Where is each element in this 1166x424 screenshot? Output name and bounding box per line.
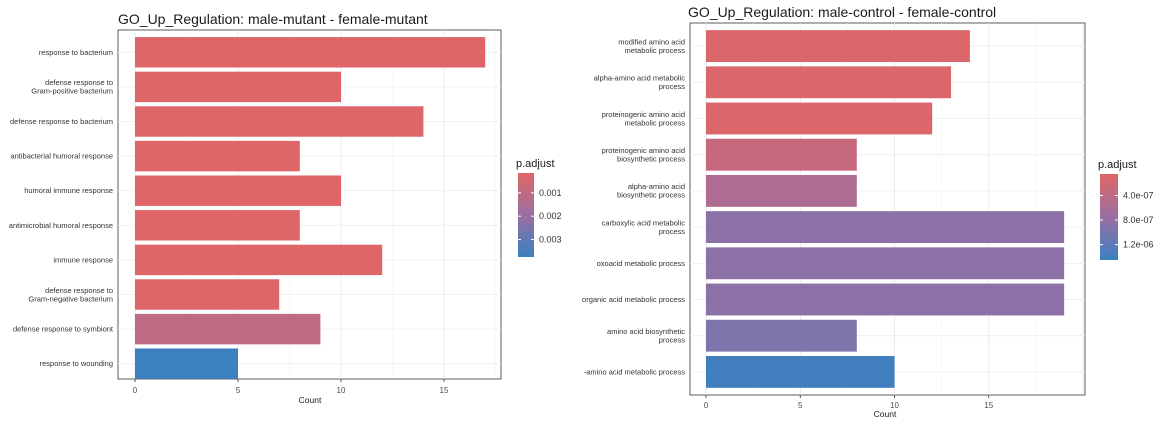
x-tick-label: 15 bbox=[984, 401, 993, 410]
category-label: defense response to symbiont bbox=[13, 325, 114, 334]
bar bbox=[706, 138, 857, 171]
x-tick-label: 5 bbox=[798, 401, 803, 410]
x-axis-ticks: 0 5 10 15 bbox=[704, 395, 994, 410]
category-label: defense response to bbox=[45, 78, 113, 87]
x-axis-label: Count bbox=[299, 395, 322, 405]
category-label: -amino acid metabolic process bbox=[584, 367, 686, 376]
category-label: amino acid biosynthetic bbox=[607, 327, 685, 336]
category-label: process bbox=[659, 82, 686, 91]
bar bbox=[135, 106, 424, 137]
category-label: immune response bbox=[53, 255, 113, 264]
legend-tick-label: 0.003 bbox=[539, 235, 562, 245]
category-label: metabolic process bbox=[625, 46, 686, 55]
bar bbox=[135, 37, 486, 68]
category-label: proteinogenic amino acid bbox=[602, 110, 685, 119]
x-tick-label: 5 bbox=[236, 386, 241, 395]
category-label: response to bacterium bbox=[39, 48, 113, 57]
legend-ticks: 0.001 0.002 0.003 bbox=[518, 188, 562, 245]
bar bbox=[135, 140, 300, 172]
chart-panel-left: GO_Up_Regulation: male-mutant - female-m… bbox=[9, 11, 562, 405]
bar bbox=[135, 244, 383, 276]
category-label: Gram-positive bacterium bbox=[31, 87, 113, 96]
bar bbox=[135, 348, 238, 379]
category-label: organic acid metabolic process bbox=[582, 295, 685, 304]
bar bbox=[706, 283, 1065, 316]
category-label: biosynthetic process bbox=[617, 191, 685, 200]
legend-colorbar bbox=[1100, 174, 1118, 260]
chart-panel-right: GO_Up_Regulation: male-control - female-… bbox=[582, 4, 1154, 419]
category-label: process bbox=[659, 227, 686, 236]
category-label: carboxylic acid metabolic bbox=[602, 218, 686, 227]
legend-title: p.adjust bbox=[516, 158, 555, 170]
bar bbox=[135, 313, 321, 345]
legend: p.adjust 4.0e-07 8.0e-07 1.2e-06 bbox=[1098, 159, 1154, 260]
bar bbox=[706, 355, 895, 388]
x-tick-label: 0 bbox=[704, 401, 709, 410]
legend-tick-label: 8.0e-07 bbox=[1123, 215, 1154, 225]
legend-colorbar bbox=[518, 173, 534, 257]
bar bbox=[706, 66, 952, 99]
category-label: alpha-amino acid bbox=[628, 182, 685, 191]
category-label: metabolic process bbox=[625, 118, 686, 127]
category-label: defense response to bbox=[45, 286, 113, 295]
bar bbox=[706, 211, 1065, 244]
x-tick-label: 15 bbox=[440, 386, 449, 395]
bar bbox=[706, 174, 857, 207]
category-label: antimicrobial humoral response bbox=[9, 221, 113, 230]
category-label: humoral immune response bbox=[24, 186, 113, 195]
category-label: alpha-amino acid metabolic bbox=[594, 74, 686, 83]
bar bbox=[706, 247, 1065, 280]
legend: p.adjust 0.001 0.002 0.003 bbox=[516, 158, 562, 257]
bar bbox=[135, 71, 341, 103]
bar bbox=[135, 175, 341, 206]
legend-tick-label: 4.0e-07 bbox=[1123, 191, 1154, 201]
bar bbox=[135, 279, 280, 310]
category-label: oxoacid metabolic process bbox=[597, 259, 686, 268]
category-label: process bbox=[659, 335, 686, 344]
bar bbox=[706, 102, 933, 135]
chart-title: GO_Up_Regulation: male-mutant - female-m… bbox=[118, 11, 428, 27]
legend-tick-label: 1.2e-06 bbox=[1123, 240, 1154, 250]
bar bbox=[706, 30, 970, 63]
chart-title: GO_Up_Regulation: male-control - female-… bbox=[688, 4, 996, 20]
x-tick-label: 10 bbox=[337, 386, 346, 395]
category-label: modified amino acid bbox=[618, 37, 685, 46]
x-axis-label: Count bbox=[874, 409, 897, 419]
legend-title: p.adjust bbox=[1098, 159, 1137, 171]
bar bbox=[706, 319, 857, 352]
x-axis-ticks: 0 5 10 15 bbox=[133, 379, 449, 395]
legend-tick-label: 0.001 bbox=[539, 188, 562, 198]
legend-tick-label: 0.002 bbox=[539, 211, 562, 221]
bars bbox=[706, 30, 1065, 388]
category-label: proteinogenic amino acid bbox=[602, 146, 685, 155]
category-label: biosynthetic process bbox=[617, 154, 685, 163]
x-tick-label: 0 bbox=[133, 386, 138, 395]
category-label: defense response to bacterium bbox=[10, 117, 113, 126]
category-label: response to wounding bbox=[40, 359, 113, 368]
category-label: Gram-negative bacterium bbox=[28, 294, 113, 303]
bar bbox=[135, 210, 300, 241]
bars bbox=[135, 37, 486, 379]
x-tick-label: 10 bbox=[890, 401, 899, 410]
category-label: antibacterial humoral response bbox=[10, 152, 113, 161]
category-labels: response to bacterium defense response to… bbox=[9, 48, 114, 368]
legend-ticks: 4.0e-07 8.0e-07 1.2e-06 bbox=[1100, 191, 1154, 250]
